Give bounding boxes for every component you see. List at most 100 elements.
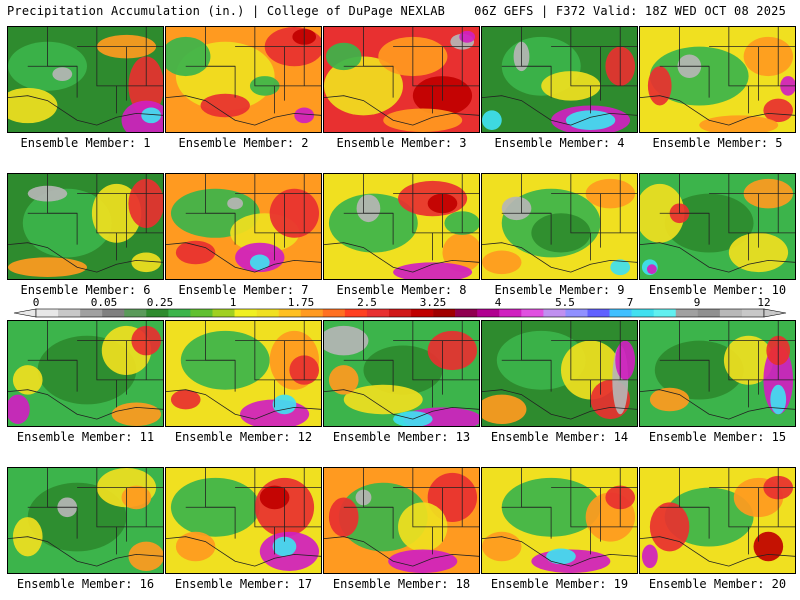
- precip-field: [647, 66, 672, 106]
- member-label: Ensemble Member: 18: [332, 577, 471, 591]
- boundary-line: [412, 27, 433, 114]
- boundary-line: [501, 65, 552, 98]
- boundary-line: [728, 468, 749, 555]
- boundary-line: [640, 242, 795, 273]
- boundary-line: [640, 536, 795, 567]
- legend-tick-label: 0.05: [91, 296, 118, 309]
- member-label: Ensemble Member: 2: [178, 136, 309, 150]
- boundary-line: [185, 65, 236, 98]
- precip-field: [482, 110, 502, 131]
- precip-field: [328, 497, 359, 537]
- legend-swatch: [521, 309, 544, 317]
- boundary-line: [254, 174, 275, 261]
- boundary-line: [482, 242, 637, 273]
- legend-swatch: [675, 309, 699, 317]
- precip-field: [324, 325, 369, 356]
- boundary-line: [324, 389, 479, 420]
- boundary-line: [96, 468, 117, 555]
- legend-swatch: [477, 309, 500, 317]
- precip-field: [649, 46, 749, 106]
- precip-field: [610, 259, 631, 276]
- legend-swatch: [719, 309, 743, 317]
- legend-swatch: [168, 309, 191, 317]
- precip-field: [649, 502, 690, 552]
- boundary-line: [8, 95, 163, 126]
- legend-swatch: [146, 309, 169, 317]
- legend-swatch: [587, 309, 610, 317]
- precip-field: [565, 110, 616, 131]
- legend-tick-label: 3.25: [420, 296, 447, 309]
- ensemble-map-panel: [323, 467, 480, 574]
- precip-field: [170, 389, 201, 410]
- precip-field: [128, 178, 163, 228]
- member-label: Ensemble Member: 8: [336, 283, 467, 297]
- precip-field: [121, 485, 152, 510]
- precip-field: [723, 335, 774, 385]
- boundary-line: [27, 359, 78, 392]
- page-title: Precipitation Accumulation (in.) | Colle…: [7, 4, 446, 18]
- legend-swatch: [366, 309, 390, 317]
- precip-field: [272, 394, 297, 415]
- member-label: Ensemble Member: 3: [336, 136, 467, 150]
- boundary-line: [254, 468, 275, 555]
- precip-field: [728, 232, 789, 273]
- legend-swatch: [653, 309, 677, 317]
- boundary-line: [570, 321, 591, 408]
- precip-field: [131, 252, 162, 273]
- member-label: Ensemble Member: 7: [178, 283, 309, 297]
- precip-field: [649, 387, 690, 412]
- boundary-line: [728, 27, 749, 114]
- precip-field: [269, 188, 320, 238]
- precip-field: [388, 549, 458, 573]
- ensemble-map-panel: [481, 26, 638, 133]
- precip-field: [52, 67, 73, 81]
- boundary-line: [501, 359, 552, 392]
- boundary-line: [324, 95, 479, 126]
- precip-field: [646, 264, 657, 275]
- precip-field: [427, 330, 478, 371]
- precip-field: [12, 365, 43, 395]
- member-label: Ensemble Member: 10: [648, 283, 787, 297]
- precip-field: [615, 340, 636, 380]
- legend-swatch: [300, 309, 324, 317]
- boundary-line: [96, 321, 117, 408]
- precip-field: [259, 485, 290, 510]
- boundary-line: [659, 506, 710, 539]
- precip-field: [328, 193, 418, 253]
- precip-field: [200, 93, 250, 118]
- member-label: Ensemble Member: 15: [648, 430, 787, 444]
- legend-arrow-left: [13, 308, 37, 318]
- legend-swatch: [697, 309, 721, 317]
- member-label: Ensemble Member: 12: [174, 430, 313, 444]
- precip-field: [641, 544, 658, 569]
- legend-swatch: [58, 309, 81, 317]
- boundary-line: [166, 95, 321, 126]
- member-label: Ensemble Member: 14: [490, 430, 629, 444]
- precip-field: [363, 345, 443, 395]
- precip-field: [654, 340, 744, 400]
- boundary-line: [254, 321, 275, 408]
- member-label: Ensemble Member: 16: [16, 577, 155, 591]
- boundary-line: [659, 359, 710, 392]
- ensemble-map-panel: [7, 26, 164, 133]
- precip-field: [175, 240, 216, 265]
- legend-swatch: [455, 309, 478, 317]
- boundary-line: [640, 95, 795, 126]
- ensemble-map-panel: [639, 320, 796, 427]
- ensemble-map-panel: [639, 467, 796, 574]
- precip-field: [128, 541, 163, 572]
- legend-tick-label: 2.5: [357, 296, 377, 309]
- boundary-line: [254, 27, 275, 114]
- boundary-line: [412, 174, 433, 261]
- legend-swatch: [344, 309, 368, 317]
- boundary-line: [166, 536, 321, 567]
- boundary-line: [343, 65, 394, 98]
- precip-field: [22, 188, 112, 258]
- legend-swatch: [212, 309, 235, 317]
- run-info: 06Z GEFS | F372 Valid: 18Z WED OCT 08 20…: [474, 4, 786, 18]
- member-label: Ensemble Member: 5: [652, 136, 783, 150]
- legend-swatch: [102, 309, 125, 317]
- ensemble-map-panel: [323, 173, 480, 280]
- boundary-line: [343, 359, 394, 392]
- legend-swatch: [433, 309, 456, 317]
